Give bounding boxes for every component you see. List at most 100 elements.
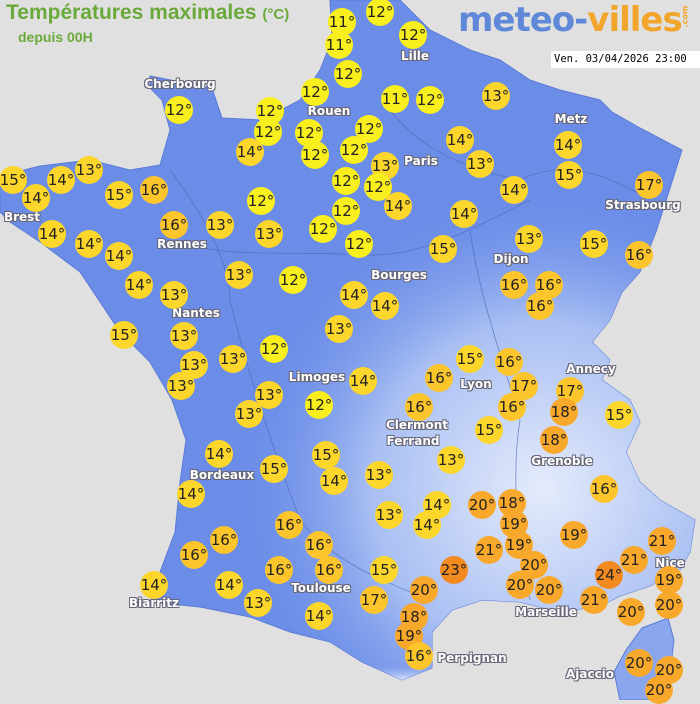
city-label-strasbourg: Strasbourg [605,198,681,212]
temperature-marker: 12° [165,96,193,124]
temperature-marker: 13° [244,589,272,617]
city-label-lille: Lille [400,49,430,63]
temperature-marker: 13° [515,225,543,253]
temperature-marker: 18° [550,398,578,426]
temperature-marker: 14° [554,131,582,159]
temperature-marker: 13° [167,372,195,400]
temperature-marker: 12° [309,215,337,243]
temperature-marker: 12° [416,86,444,114]
temperature-marker: 13° [255,220,283,248]
temperature-marker: 24° [595,561,623,589]
temperature-marker: 16° [210,526,238,554]
temperature-marker: 12° [260,335,288,363]
city-label-dijon: Dijon [493,252,529,266]
city-label-ajaccio: Ajaccio [565,667,615,681]
temperature-marker: 20° [617,598,645,626]
temperature-marker: 20° [506,571,534,599]
temperature-marker: 12° [345,230,373,258]
temperature-marker: 16° [526,292,554,320]
temperature-marker: 12° [340,136,368,164]
temperature-marker: 21° [648,527,676,555]
temperature-marker: 16° [180,541,208,569]
temperature-marker: 13° [466,150,494,178]
temperature-marker: 13° [482,82,510,110]
temperature-marker: 14° [125,271,153,299]
temperature-marker: 11° [325,31,353,59]
temperature-marker: 13° [375,501,403,529]
temperature-marker: 16° [265,556,293,584]
temperature-marker: 16° [305,531,333,559]
timestamp: Ven. 03/04/2026 23:00 [551,51,700,68]
city-label-clermont: Clermont [385,418,449,432]
temperature-marker: 16° [495,348,523,376]
temperature-marker: 16° [405,642,433,670]
map-subtitle: depuis 00H [18,29,93,45]
temperature-marker: 15° [260,455,288,483]
temperature-marker: 13° [219,345,247,373]
temperature-marker: 16° [140,176,168,204]
temperature-marker: 21° [475,536,503,564]
temperature-marker: 15° [555,161,583,189]
temperature-marker: 13° [170,322,198,350]
temperature-marker: 16° [590,475,618,503]
temperature-marker: 23° [440,556,468,584]
city-label-bourges: Bourges [371,268,427,282]
temperature-marker: 15° [370,556,398,584]
temperature-marker: 14° [320,467,348,495]
temperature-marker: 20° [535,576,563,604]
map-title: Températures maximales (°C) [6,1,289,25]
city-label-bordeaux: Bordeaux [189,468,255,482]
temperature-marker: 12° [332,167,360,195]
temperature-marker: 16° [315,556,343,584]
logo-part1: meteo- [458,0,588,40]
title-text: Températures maximales [6,1,257,24]
temperature-marker: 13° [365,461,393,489]
temperature-marker: 14° [140,571,168,599]
temperature-marker: 12° [332,197,360,225]
temperature-marker: 20° [410,576,438,604]
temperature-marker: 16° [160,211,188,239]
city-label-brest: Brest [3,210,41,224]
temperature-marker: 14° [305,602,333,630]
temperature-marker: 16° [625,241,653,269]
temperature-marker: 14° [205,440,233,468]
temperature-marker: 12° [399,21,427,49]
temperature-marker: 14° [75,230,103,258]
city-label-rouen: Rouen [307,104,351,118]
temperature-marker: 12° [254,118,282,146]
temperature-marker: 15° [456,345,484,373]
temperature-marker: 14° [177,480,205,508]
city-label-perpignan: Perpignan [437,651,507,665]
temperature-marker: 14° [38,220,66,248]
temperature-marker: 15° [312,441,340,469]
temperature-marker: 14° [105,242,133,270]
temperature-marker: 14° [47,166,75,194]
temperature-marker: 21° [620,546,648,574]
city-label-lyon: Lyon [460,377,492,391]
temperature-marker: 15° [580,230,608,258]
temperature-marker: 16° [405,393,433,421]
temperature-marker: 16° [498,393,526,421]
temperature-marker: 17° [360,586,388,614]
city-label-biarritz: Biarritz [128,596,180,610]
temperature-marker: 19° [655,566,683,594]
temperature-marker: 12° [279,266,307,294]
temperature-marker: 15° [605,401,633,429]
temperature-marker: 11° [381,85,409,113]
city-label-annecy: Annecy [566,362,616,376]
temperature-marker: 12° [305,391,333,419]
temperature-marker: 17° [635,171,663,199]
temperature-marker: 15° [475,416,503,444]
temperature-marker: 12° [295,119,323,147]
temperature-marker: 20° [655,591,683,619]
city-label-marseille: Marseille [515,605,577,619]
temperature-marker: 16° [425,364,453,392]
temperature-marker: 20° [468,491,496,519]
city-label-ferrand: Ferrand [386,434,440,448]
city-label-rennes: Rennes [157,237,207,251]
city-label-paris: Paris [404,154,438,168]
temperature-marker: 12° [334,60,362,88]
city-label-grenoble: Grenoble [531,454,593,468]
temperature-marker: 14° [340,281,368,309]
temperature-marker: 15° [0,166,27,194]
